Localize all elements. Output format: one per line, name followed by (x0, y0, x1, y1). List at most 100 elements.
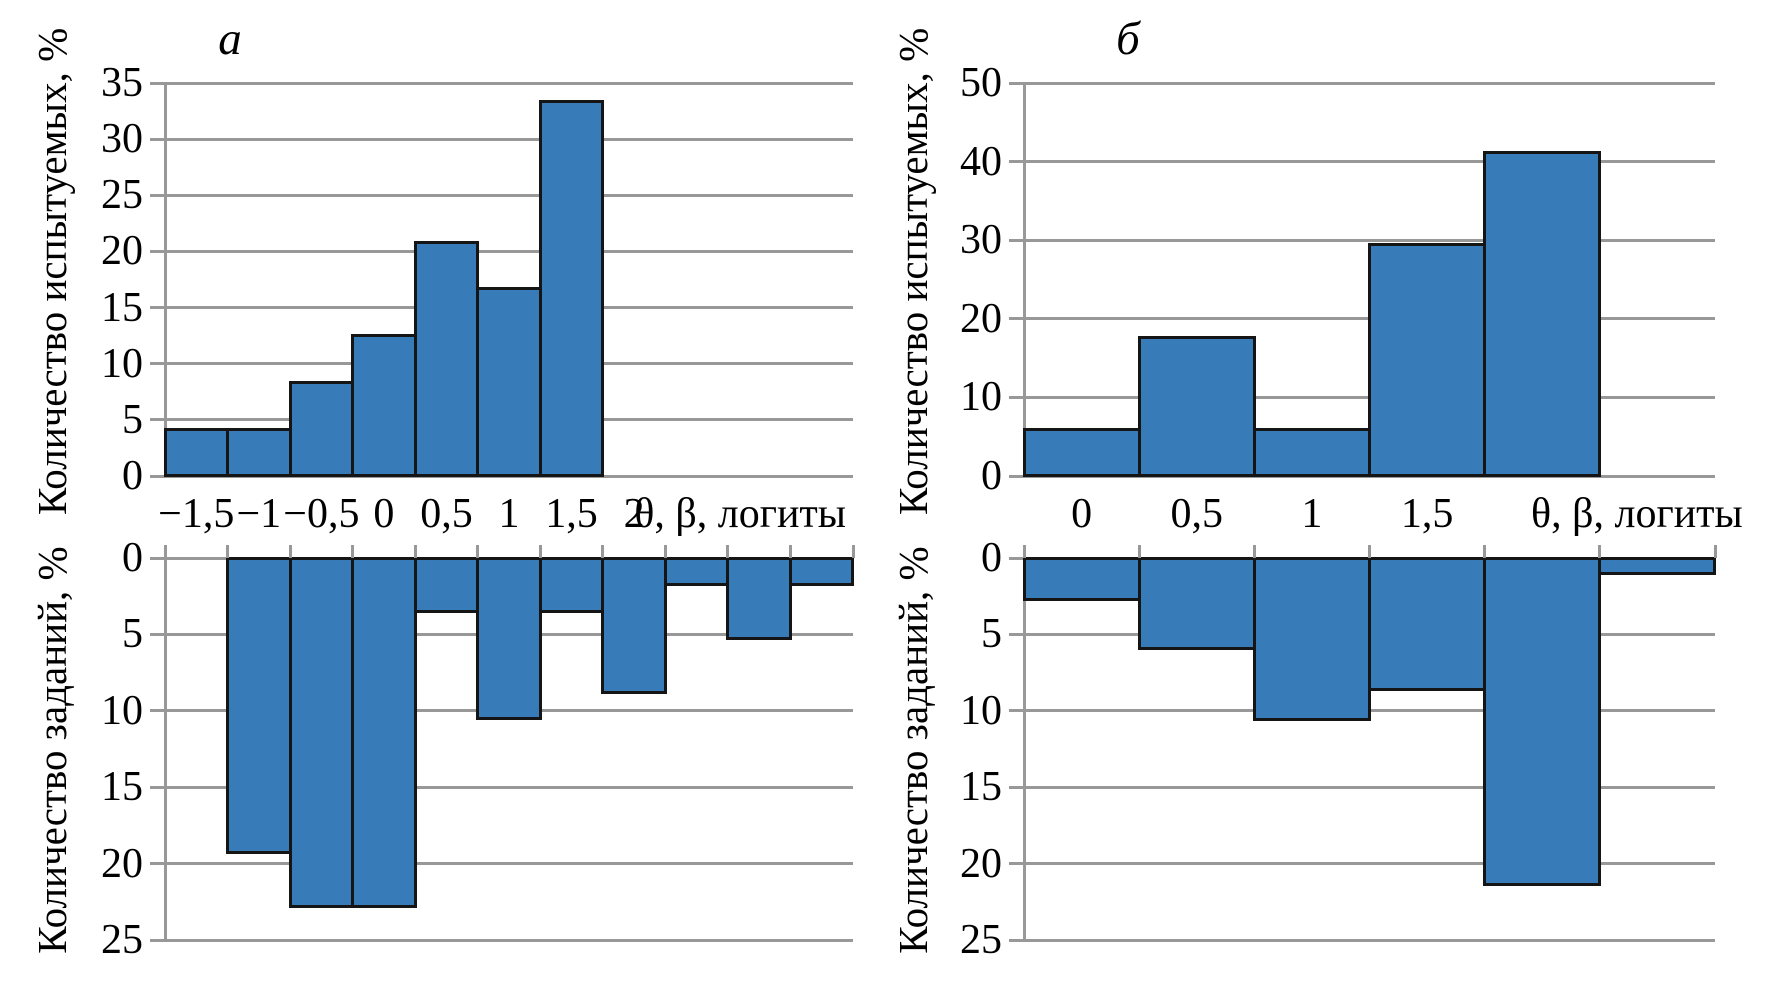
x-slot-tick (788, 545, 792, 558)
gridline (1009, 395, 1715, 399)
y-tick-label: 30 (101, 116, 143, 163)
bar (288, 556, 355, 909)
y-tick-label: 10 (960, 374, 1002, 421)
y-tick-label: 0 (981, 453, 1002, 499)
bar (1368, 243, 1487, 478)
x-slot-tick (1483, 545, 1487, 558)
bar (1137, 335, 1256, 478)
y-tick-label: 20 (960, 840, 1002, 887)
x-slot-tick (1598, 545, 1602, 558)
x-slot-tick (351, 545, 355, 558)
y-axis-line (163, 558, 167, 940)
y-tick-label: 5 (981, 611, 1002, 658)
bar (538, 100, 605, 478)
x-slot-tick (1713, 545, 1717, 558)
y-tick-label: 20 (101, 228, 143, 275)
gridline (1009, 938, 1715, 942)
bar (226, 556, 292, 855)
y-tick-label: 5 (122, 396, 143, 443)
gridline (1009, 238, 1715, 242)
y-tick-label: 25 (960, 917, 1002, 963)
bar (288, 380, 355, 478)
gridline (1009, 785, 1715, 789)
y-tick-label: 0 (122, 453, 143, 499)
y-tick-label: 25 (101, 917, 143, 963)
bar (601, 556, 667, 694)
bar (1022, 556, 1141, 601)
gridline (150, 249, 853, 253)
x-axis-unit-label: θ, β, логиты (1531, 491, 1743, 537)
gridline (150, 785, 853, 789)
bar (1483, 150, 1602, 478)
x-tick-label: 2 (623, 491, 645, 537)
bar (1022, 428, 1141, 478)
gridline (150, 193, 853, 197)
y-tick-label: 0 (981, 535, 1002, 581)
bar (226, 427, 292, 478)
x-tick-label: 0,5 (420, 491, 473, 537)
x-tick-label: −1 (236, 491, 282, 537)
x-slot-tick (476, 545, 480, 558)
y-axis-line (1022, 83, 1026, 476)
x-slot-tick (1252, 545, 1256, 558)
x-slot-tick (413, 545, 417, 558)
x-tick-label: 1 (1301, 491, 1323, 537)
x-tick-label: 1,5 (545, 491, 598, 537)
bar (1368, 556, 1487, 691)
x-tick-label: 0 (373, 491, 395, 537)
gridline (1009, 160, 1715, 164)
x-slot-tick (226, 545, 230, 558)
bar (1483, 556, 1602, 887)
y-tick-label: 15 (101, 284, 143, 331)
y-axis-line (163, 83, 167, 476)
y-tick-label: 10 (960, 687, 1002, 734)
bar (1137, 556, 1256, 650)
y-tick-label: 5 (122, 611, 143, 658)
gridline (150, 862, 853, 866)
y-tick-label: 30 (960, 217, 1002, 264)
gridline (150, 81, 853, 85)
y-tick-label: 20 (960, 295, 1002, 342)
bar (1252, 428, 1371, 478)
x-slot-tick (726, 545, 730, 558)
gridline (1009, 81, 1715, 85)
x-tick-label: 0 (1071, 491, 1093, 537)
panel-b-title: б (1116, 13, 1140, 65)
y-tick-label: 40 (960, 138, 1002, 185)
y-tick-label: 10 (101, 340, 143, 387)
x-slot-tick (663, 545, 667, 558)
x-tick-label: 1,5 (1400, 491, 1454, 537)
x-slot-tick (538, 545, 542, 558)
bar (1252, 556, 1371, 722)
x-axis-unit-label: θ, β, логиты (634, 491, 847, 537)
x-tick-label: 0,5 (1170, 491, 1224, 537)
gridline (1009, 862, 1715, 866)
x-tick-label: −1,5 (158, 491, 235, 537)
x-slot-tick (1137, 545, 1141, 558)
bar (663, 556, 730, 587)
y-tick-label: 15 (101, 764, 143, 811)
bar (1598, 556, 1717, 575)
x-slot-tick (1368, 545, 1371, 558)
y-tick-label: 15 (960, 764, 1002, 811)
y-tick-label: 35 (101, 60, 143, 106)
bar (726, 556, 792, 640)
x-slot-tick (288, 545, 292, 558)
y-tick-label: 0 (122, 535, 143, 581)
bar (413, 556, 480, 614)
panel-a-title: а (218, 13, 242, 65)
y-tick-label: 25 (101, 172, 143, 219)
x-tick-label: 1 (498, 491, 520, 537)
bar (351, 334, 417, 478)
x-slot-tick (1022, 545, 1026, 558)
bar (788, 556, 855, 587)
y-axis-title-subjects-b: Количество испытуемых, % (890, 27, 936, 515)
bar (163, 427, 230, 478)
bar (413, 240, 480, 478)
bar (476, 556, 542, 721)
gridline (150, 137, 853, 141)
gridline (1009, 317, 1715, 321)
y-tick-label: 20 (101, 840, 143, 887)
x-tick-label: −0,5 (283, 491, 360, 537)
